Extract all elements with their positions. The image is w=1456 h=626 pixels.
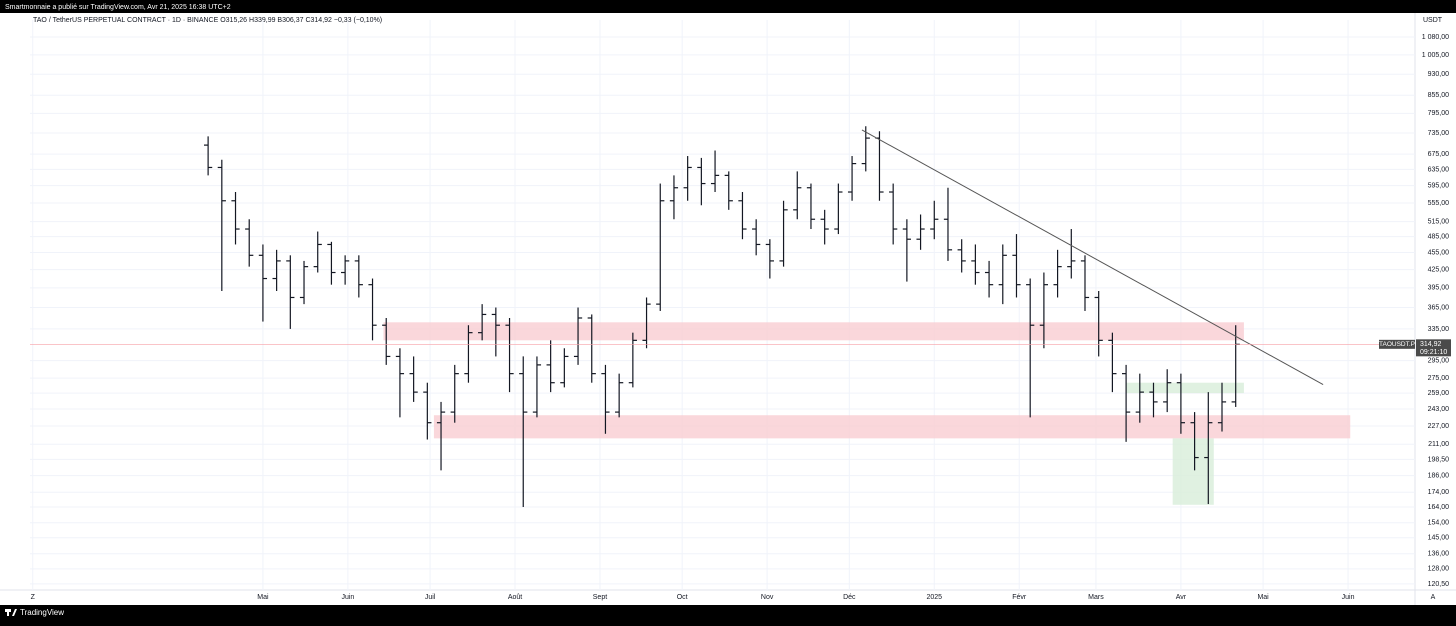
price-tag-bg [1416, 339, 1451, 357]
x-tick-label: Oct [677, 594, 688, 601]
y-tick-label: 211,00 [1428, 441, 1449, 448]
publish-info: Smartmonnaie a publié sur TradingView.co… [5, 4, 231, 11]
y-tick-label: 735,00 [1428, 130, 1450, 137]
chart-area [0, 13, 1456, 605]
x-tick-label: Juin [341, 594, 354, 601]
x-tick-label: 2025 [926, 594, 942, 601]
y-tick-label: 186,00 [1428, 473, 1450, 480]
currency: USDT [1423, 17, 1443, 24]
y-tick-label: 485,00 [1428, 233, 1450, 240]
x-tick-label: Avr [1176, 594, 1187, 601]
y-tick-label: 795,00 [1428, 110, 1450, 117]
y-tick-label: 455,00 [1428, 249, 1450, 256]
y-tick-label: 930,00 [1428, 71, 1450, 78]
y-tick-label: 425,00 [1428, 266, 1450, 273]
y-tick-label: 227,00 [1428, 423, 1450, 430]
y-tick-label: 136,00 [1428, 551, 1450, 558]
zone [1126, 382, 1244, 394]
y-tick-label: 295,00 [1428, 357, 1450, 364]
zone [383, 322, 1244, 341]
y-tick-label: 595,00 [1428, 182, 1450, 189]
y-tick-label: 154,00 [1428, 520, 1450, 527]
price-tag: 314,92 [1420, 341, 1442, 348]
countdown: 09:21:10 [1420, 349, 1447, 356]
y-tick-label: 243,00 [1428, 406, 1450, 413]
y-tick-label: 164,00 [1428, 504, 1450, 511]
symbol-tag: TAOUSDT.P [1379, 341, 1415, 348]
x-tick-label: Sept [593, 594, 607, 601]
y-tick-label: 259,00 [1428, 390, 1450, 397]
y-tick-label: 675,00 [1428, 151, 1450, 158]
x-tick-label: Déc [843, 594, 856, 601]
brand: TradingView [20, 608, 64, 617]
y-tick-label: 1 080,00 [1422, 34, 1449, 41]
symbol-tag-bg [1379, 339, 1415, 349]
y-tick-label: 145,00 [1428, 535, 1450, 542]
y-tick-label: 275,00 [1428, 375, 1450, 382]
y-tick-label: 120,50 [1428, 581, 1450, 588]
x-tick-label: Nov [761, 594, 774, 601]
y-tick-label: 395,00 [1428, 285, 1450, 292]
x-tick-label: Juin [1342, 594, 1355, 601]
y-tick-label: 128,00 [1428, 566, 1450, 573]
y-tick-label: 555,00 [1428, 200, 1450, 207]
y-tick-label: 174,00 [1428, 489, 1450, 496]
trendline [861, 129, 1324, 386]
tv-logo [5, 609, 17, 616]
x-tick-label: Z [31, 594, 36, 601]
chart-legend: TAO / TetherUS PERPETUAL CONTRACT · 1D ·… [33, 17, 382, 24]
y-tick-label: 855,00 [1428, 92, 1450, 99]
y-tick-label: 515,00 [1428, 219, 1450, 226]
zone [1172, 438, 1214, 505]
y-tick-label: 1 005,00 [1422, 52, 1449, 59]
x-tick-label: A [1431, 594, 1436, 601]
top-bar [0, 0, 1456, 13]
x-tick-label: Mai [257, 594, 269, 601]
x-tick-label: Mai [1257, 594, 1269, 601]
zone [433, 415, 1351, 439]
y-tick-label: 635,00 [1428, 166, 1450, 173]
x-tick-label: Févr [1012, 594, 1027, 601]
x-tick-label: Mars [1088, 594, 1104, 601]
y-tick-label: 365,00 [1428, 304, 1450, 311]
bottom-bar [0, 605, 1456, 621]
x-tick-label: Juil [425, 594, 436, 601]
y-tick-label: 335,00 [1428, 326, 1450, 333]
y-tick-label: 198,50 [1428, 456, 1450, 463]
x-tick-label: Août [508, 594, 522, 601]
